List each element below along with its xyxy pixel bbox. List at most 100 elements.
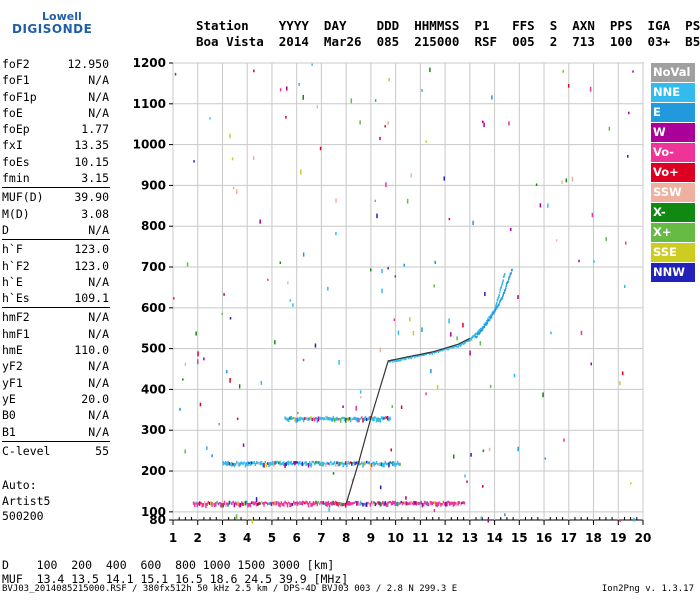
noise-point xyxy=(252,156,255,161)
trace-point-e xyxy=(236,502,238,506)
noise-point xyxy=(232,187,235,190)
trace-point-f2-o xyxy=(404,358,406,361)
trace-point-es-2 xyxy=(396,460,399,465)
trace-point-e xyxy=(288,501,290,504)
trace-point-es-2 xyxy=(284,462,286,468)
param-row-ye: yE 20.0 xyxy=(2,391,167,407)
param-value: 10.15 xyxy=(74,154,109,169)
noise-point xyxy=(394,275,397,278)
tick-label-x: 17 xyxy=(560,531,577,545)
trace-point-e xyxy=(393,501,395,505)
trace-point-e xyxy=(435,501,437,507)
noise-point xyxy=(206,446,208,450)
trace-point-f2-o xyxy=(502,279,504,282)
noise-point xyxy=(297,411,299,415)
trace-point-es-3 xyxy=(339,417,342,423)
trace-point-e xyxy=(200,501,202,505)
trace-point-es-3 xyxy=(348,417,351,421)
param-key: D xyxy=(2,222,9,237)
noise-point xyxy=(400,405,403,409)
tick-label-y: 700 xyxy=(141,260,166,274)
noise-point xyxy=(302,94,304,100)
trace-point-es-2 xyxy=(299,460,301,465)
trace-point-e xyxy=(370,500,373,504)
trace-point-e xyxy=(316,501,318,507)
trace-point-es-2 xyxy=(234,463,237,466)
noise-point xyxy=(393,318,396,321)
trace-point-e xyxy=(301,500,304,506)
trace-point-es-2 xyxy=(385,462,388,466)
noise-point xyxy=(384,125,386,128)
noise-point xyxy=(251,518,254,524)
param-key: hmF2 xyxy=(2,310,30,325)
trace-point-es-2 xyxy=(363,461,365,466)
trace-point-es-3 xyxy=(305,417,307,420)
trace-point-es-2 xyxy=(263,462,265,468)
trace-point-es-2 xyxy=(353,461,356,466)
noise-point xyxy=(452,454,455,459)
noise-point xyxy=(630,482,632,485)
trace-point-f2-o xyxy=(414,356,416,359)
trace-point-f2-x xyxy=(477,333,479,336)
trace-point-e xyxy=(278,501,280,507)
auto-artist: Artist5 xyxy=(2,493,51,508)
trace-point-es-2 xyxy=(295,461,297,464)
trace-point-e xyxy=(210,501,212,506)
trace-point-e xyxy=(237,501,239,506)
noise-point xyxy=(327,286,329,291)
trace-point-e xyxy=(445,501,447,507)
trace-point-e xyxy=(426,501,429,507)
noise-point xyxy=(267,278,269,281)
noise-point xyxy=(342,405,344,408)
trace-point-e xyxy=(359,500,362,506)
tick-label-x: 12 xyxy=(437,531,454,545)
legend-item-ssw: SSW xyxy=(651,183,695,202)
param-separator xyxy=(2,187,110,189)
legend-item-x-: X+ xyxy=(651,223,695,242)
noise-point xyxy=(229,378,231,383)
trace-point-es-3 xyxy=(342,416,344,419)
trace-point-e xyxy=(342,502,344,506)
trace-point-es-3 xyxy=(328,416,331,421)
trace-point-e xyxy=(197,502,200,506)
trace-point-e xyxy=(306,501,309,505)
autoscaling-info: Auto: Artist5 500200 xyxy=(2,478,50,525)
trace-point-f2-x xyxy=(501,297,503,300)
trace-point-e xyxy=(383,502,385,506)
trace-point-e xyxy=(358,502,361,506)
trace-point-es-3 xyxy=(337,417,339,421)
param-key: h`Es xyxy=(2,291,30,306)
noise-point xyxy=(412,330,415,336)
trace-point-es-3 xyxy=(299,416,301,422)
trace-point-f2-o xyxy=(441,349,443,352)
trace-point-es-3 xyxy=(388,417,390,422)
trace-point-e xyxy=(279,502,281,508)
trace-point-e xyxy=(443,502,446,506)
trace-point-f2-o xyxy=(410,357,412,360)
trace-point-e xyxy=(459,502,462,506)
noise-point xyxy=(236,417,239,420)
trace-point-es-3 xyxy=(333,417,336,423)
tick-label-y: 600 xyxy=(141,301,166,315)
d-label: D xyxy=(2,558,9,572)
param-value: N/A xyxy=(88,73,109,88)
noise-point xyxy=(466,480,468,483)
auto-label: Auto: xyxy=(2,478,37,492)
noise-point xyxy=(425,140,427,143)
noise-point xyxy=(433,284,435,288)
param-value: N/A xyxy=(88,222,109,237)
trace-point-f2-o xyxy=(495,303,498,306)
trace-point-e xyxy=(333,501,336,506)
noise-point xyxy=(184,362,187,366)
legend-item-vo-: Vo+ xyxy=(651,163,695,182)
trace-point-f2-o xyxy=(447,348,450,351)
trace-point-e xyxy=(317,500,320,504)
tick-label-y: 80 xyxy=(149,513,166,527)
trace-point-es-2 xyxy=(265,462,268,468)
trace-point-es-2 xyxy=(351,461,353,466)
trace-point-e xyxy=(386,501,389,507)
noise-point xyxy=(430,369,432,374)
trace-point-es-2 xyxy=(226,461,228,467)
param-row-b0: B0 N/A xyxy=(2,407,167,423)
trace-point-e xyxy=(310,503,312,507)
